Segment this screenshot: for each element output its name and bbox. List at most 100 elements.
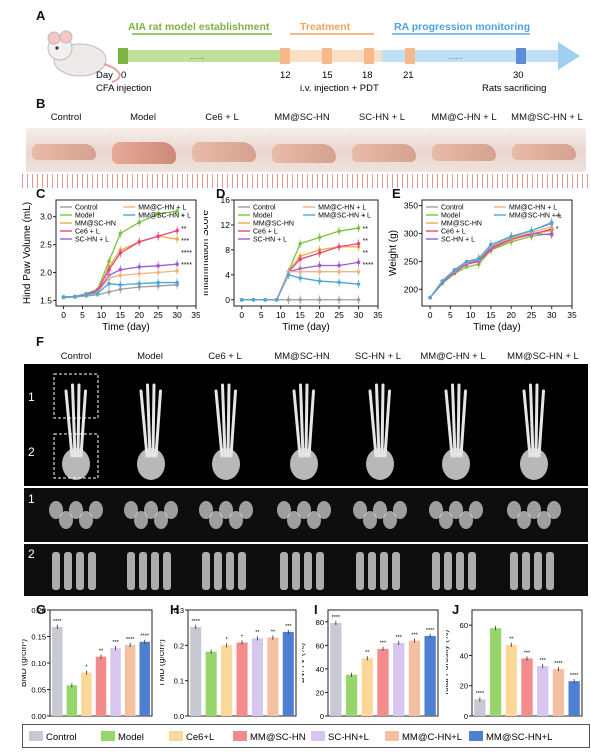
panel-letter-j: J bbox=[452, 602, 460, 617]
x-tick-label-3: 15 bbox=[295, 310, 305, 320]
point-1-6 bbox=[317, 235, 322, 240]
ct-zoom1-bone-5-0 bbox=[429, 501, 443, 519]
legend-label-4: SC-HN+L bbox=[328, 732, 369, 743]
legend-label-3: MM@SC-HN bbox=[250, 732, 306, 743]
ct-label-model: Model bbox=[137, 351, 163, 362]
paw-photo-ce6l bbox=[186, 128, 266, 172]
y-axis-label: Weight (g) bbox=[388, 230, 399, 276]
ct-roi1-box bbox=[53, 373, 99, 419]
point-6-5 bbox=[118, 283, 123, 287]
ct-zoom1-bone-3-0 bbox=[277, 501, 291, 519]
ct-zoom2-bone-0-1 bbox=[64, 552, 72, 590]
legend-label-1: Model bbox=[118, 732, 144, 743]
legend-label-5: MM@C-HN + L bbox=[138, 205, 186, 212]
point-1-8 bbox=[175, 209, 179, 213]
y-axis-label: BMD (g/cm³) bbox=[22, 639, 28, 687]
legend-label-0: Control bbox=[441, 205, 464, 212]
ct-zoom2-bone-2-1 bbox=[214, 552, 222, 590]
y-tick-label-3: 0.15 bbox=[31, 633, 46, 642]
ct-zoom1-bone-2-3 bbox=[229, 511, 243, 529]
bar-sig-3: * bbox=[241, 634, 244, 640]
x-tick-label-5: 25 bbox=[334, 310, 344, 320]
point-6-2 bbox=[263, 297, 267, 302]
legend-swatch-6 bbox=[469, 731, 483, 741]
panel-letter-c: C bbox=[36, 186, 46, 201]
ct-zoom1-bone-5-4 bbox=[469, 501, 483, 519]
timeline-treat1 bbox=[280, 48, 290, 64]
ct-zoom1-bone-1-1 bbox=[134, 511, 148, 529]
y-tick-label-4: 16 bbox=[221, 195, 231, 205]
ct-paw-heel-0 bbox=[62, 448, 90, 480]
legend-label-2: MM@SC-HN bbox=[75, 221, 116, 228]
bar-0 bbox=[330, 622, 342, 716]
point-6-3 bbox=[95, 291, 100, 295]
ct-digit-0-3 bbox=[79, 389, 87, 458]
note-sacrifice: Rats sacrificing bbox=[482, 83, 546, 94]
y-tick-label-0: 0 bbox=[225, 295, 230, 305]
y-axis-label: Hind Paw Volume (mL) bbox=[22, 202, 33, 304]
ct-zoom2-bone-4-3 bbox=[392, 552, 400, 590]
point-5-5 bbox=[118, 273, 123, 278]
y-tick-label-3: 0.3 bbox=[174, 606, 184, 615]
sig-mark-1: ** bbox=[363, 226, 369, 233]
legend-label-0: Control bbox=[253, 205, 276, 212]
ct-zoom2-bone-4-1 bbox=[368, 552, 376, 590]
point-3-7 bbox=[337, 244, 341, 249]
legend-label-4: SC-HN + L bbox=[253, 237, 287, 244]
ct-zoom2-bone-3-1 bbox=[292, 552, 300, 590]
ct-digit-6-3 bbox=[537, 389, 545, 458]
ct-paw-heel-1 bbox=[137, 448, 165, 480]
point-6-4 bbox=[476, 256, 481, 261]
bar-0 bbox=[52, 626, 63, 716]
y-tick-label-2: 2.5 bbox=[40, 240, 52, 250]
point-6-4 bbox=[286, 273, 291, 277]
y-tick-label-0: 0 bbox=[464, 712, 468, 721]
y-tick-label-4: 80 bbox=[316, 618, 324, 627]
bar-sig-0: **** bbox=[332, 615, 341, 621]
ct-zoom1-bone-2-1 bbox=[209, 511, 223, 529]
photo-label-ce6l: Ce6 + L bbox=[205, 112, 239, 123]
y-tick-label-0: 0.00 bbox=[31, 712, 46, 721]
legend-label-4: SC-HN + L bbox=[75, 237, 109, 244]
sig-mark-0: * bbox=[181, 214, 184, 221]
x-tick-label-3: 15 bbox=[116, 310, 126, 320]
y-tick-label-1: 0.05 bbox=[31, 686, 46, 695]
bar-2 bbox=[81, 672, 92, 716]
legend-label-6: MM@SC-HN+L bbox=[486, 732, 552, 743]
ct-zoom1-bone-1-2 bbox=[144, 501, 158, 519]
legend-swatch-4 bbox=[311, 731, 325, 741]
point-0-5 bbox=[298, 297, 302, 302]
point-3-5 bbox=[298, 257, 302, 262]
point-4-5 bbox=[118, 267, 123, 272]
point-1-5 bbox=[298, 241, 302, 246]
ct-row2-label: 2 bbox=[28, 547, 35, 561]
ct-paw-0 bbox=[62, 383, 90, 480]
x-tick-label-5: 25 bbox=[153, 310, 163, 320]
ct-digit-1-2 bbox=[151, 383, 156, 458]
bar-sig-5: *** bbox=[411, 633, 418, 639]
ct-zoom2-bone-2-3 bbox=[238, 552, 246, 590]
ct-digit-5-3 bbox=[459, 389, 467, 458]
bar-3 bbox=[377, 648, 389, 716]
bar-6 bbox=[424, 635, 436, 716]
bar-sig-6: *** bbox=[285, 624, 292, 630]
x-tick-label-1: 5 bbox=[448, 310, 453, 320]
ct-digit-2-3 bbox=[229, 389, 237, 458]
bar-5 bbox=[408, 640, 421, 716]
bar-sig-6: **** bbox=[570, 673, 579, 679]
ct-zoom2-bone-6-1 bbox=[522, 552, 530, 590]
ct-zoom1-bone-3-4 bbox=[317, 501, 331, 519]
timeline-end-marker bbox=[516, 48, 526, 64]
panel-letter-g: G bbox=[36, 602, 47, 617]
legend-label-4: SC-HN + L bbox=[441, 237, 475, 244]
point-3-8 bbox=[356, 241, 361, 246]
ct-digit-1-3 bbox=[154, 389, 162, 458]
bar-3 bbox=[236, 642, 248, 716]
y-tick-label-1: 250 bbox=[404, 256, 418, 266]
timeline-phase1 bbox=[120, 50, 282, 62]
ct-digit-2-1 bbox=[221, 383, 227, 458]
ct-paw-6 bbox=[520, 383, 548, 480]
bar-sig-0: **** bbox=[53, 619, 62, 625]
ct-paw-3 bbox=[290, 383, 318, 480]
ct-zoom1-bone-4-3 bbox=[383, 511, 397, 529]
